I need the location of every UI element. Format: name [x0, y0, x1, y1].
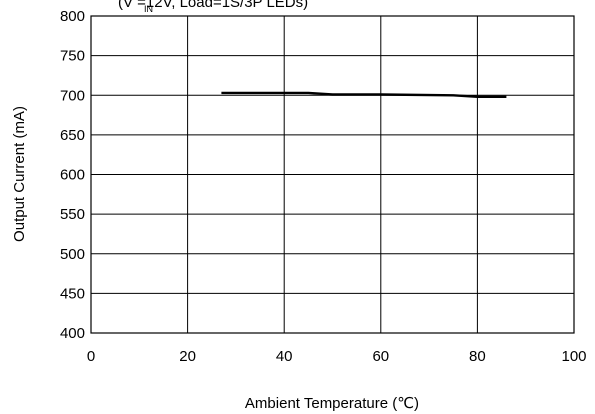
x-tick-label: 0 — [87, 348, 95, 365]
y-tick-label: 600 — [60, 167, 85, 184]
y-tick-label: 450 — [60, 285, 85, 302]
series-line-0 — [221, 91, 507, 99]
y-axis-ticks: 400 450 500 550 600 650 700 750 800 — [60, 8, 85, 342]
y-tick-label: 550 — [60, 206, 85, 223]
x-axis-ticks: 0 20 40 60 80 100 — [87, 348, 587, 365]
y-tick-label: 650 — [60, 127, 85, 144]
chart-title: (V =12V, Load=1S/3P LEDs) IN — [118, 0, 308, 14]
x-tick-label: 20 — [179, 348, 196, 365]
y-tick-label: 500 — [60, 246, 85, 263]
chart-title-text: (V =12V, Load=1S/3P LEDs) — [118, 0, 308, 11]
grid-lines — [91, 16, 574, 333]
x-tick-label: 80 — [469, 348, 486, 365]
y-axis-label: Output Current (mA) — [11, 106, 28, 242]
x-tick-label: 40 — [276, 348, 293, 365]
y-tick-label: 750 — [60, 48, 85, 65]
x-axis-label: Ambient Temperature (℃) — [245, 395, 419, 412]
y-tick-label: 400 — [60, 325, 85, 342]
chart-title-subscript: IN — [144, 4, 153, 14]
y-tick-label: 800 — [60, 8, 85, 25]
series-layer — [221, 91, 507, 99]
plot-area-border — [90, 15, 575, 334]
x-tick-label: 60 — [372, 348, 389, 365]
x-tick-label: 100 — [561, 348, 586, 365]
y-tick-label: 700 — [60, 87, 85, 104]
